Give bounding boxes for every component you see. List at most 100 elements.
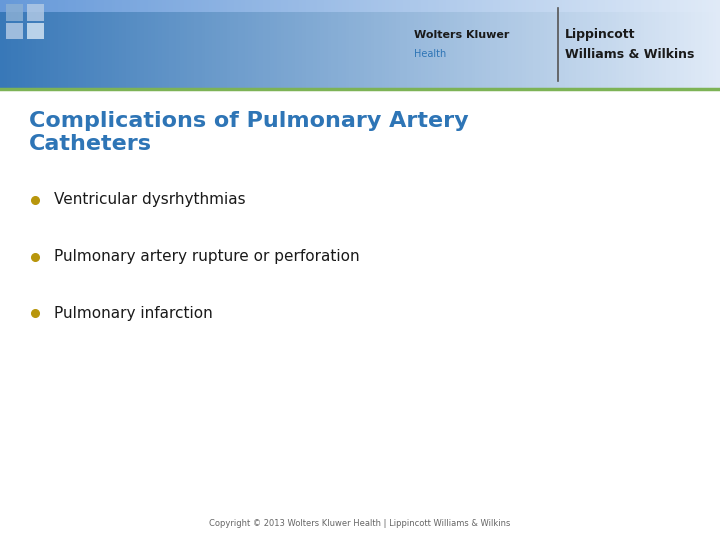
Bar bbox=[205, 12, 210, 89]
Bar bbox=[40, 0, 45, 12]
Bar bbox=[533, 12, 538, 89]
Bar bbox=[320, 0, 325, 12]
Bar bbox=[68, 12, 73, 89]
Bar bbox=[295, 0, 300, 12]
Bar bbox=[281, 12, 286, 89]
Bar bbox=[202, 0, 207, 12]
Text: Copyright © 2013 Wolters Kluwer Health | Lippincott Williams & Wilkins: Copyright © 2013 Wolters Kluwer Health |… bbox=[210, 519, 510, 528]
Bar bbox=[511, 0, 516, 12]
Bar bbox=[677, 12, 682, 89]
Bar bbox=[317, 0, 322, 12]
Bar bbox=[27, 4, 44, 21]
Bar bbox=[364, 12, 369, 89]
Bar bbox=[576, 0, 581, 12]
Bar bbox=[400, 0, 405, 12]
Bar bbox=[259, 0, 264, 12]
Bar bbox=[594, 0, 599, 12]
Bar bbox=[306, 12, 311, 89]
Bar bbox=[472, 0, 477, 12]
Bar bbox=[688, 12, 693, 89]
Bar bbox=[94, 12, 99, 89]
Bar bbox=[263, 12, 268, 89]
Bar bbox=[479, 12, 484, 89]
Bar bbox=[317, 12, 322, 89]
Bar bbox=[346, 0, 351, 12]
Bar bbox=[90, 0, 95, 12]
Bar bbox=[702, 12, 707, 89]
Bar bbox=[306, 0, 311, 12]
Bar bbox=[313, 0, 318, 12]
Bar bbox=[86, 0, 91, 12]
Bar bbox=[475, 12, 480, 89]
Bar bbox=[688, 0, 693, 12]
Bar bbox=[158, 12, 163, 89]
Bar bbox=[173, 12, 178, 89]
Text: Health: Health bbox=[414, 49, 446, 59]
Bar bbox=[493, 12, 498, 89]
Bar bbox=[137, 0, 142, 12]
Bar bbox=[666, 12, 671, 89]
Bar bbox=[6, 4, 23, 21]
Bar bbox=[533, 0, 538, 12]
Bar bbox=[565, 12, 570, 89]
Bar bbox=[349, 12, 354, 89]
Bar bbox=[230, 0, 235, 12]
Bar bbox=[518, 0, 523, 12]
Text: Lippincott: Lippincott bbox=[565, 28, 636, 42]
Bar bbox=[119, 12, 124, 89]
Bar bbox=[209, 0, 214, 12]
Bar bbox=[544, 12, 549, 89]
Bar bbox=[569, 0, 574, 12]
Bar bbox=[27, 23, 44, 39]
Bar bbox=[54, 12, 59, 89]
Bar bbox=[482, 0, 487, 12]
Bar bbox=[691, 12, 696, 89]
Bar bbox=[446, 0, 451, 12]
Bar bbox=[252, 12, 257, 89]
Bar bbox=[342, 12, 347, 89]
Bar bbox=[101, 0, 106, 12]
Bar bbox=[277, 12, 282, 89]
Bar bbox=[270, 0, 275, 12]
Bar bbox=[565, 0, 570, 12]
Bar bbox=[176, 12, 181, 89]
Bar bbox=[544, 0, 549, 12]
Bar bbox=[432, 12, 437, 89]
Bar bbox=[11, 0, 16, 12]
Bar bbox=[7, 12, 12, 89]
Bar bbox=[641, 12, 646, 89]
Bar bbox=[436, 0, 441, 12]
Bar bbox=[486, 12, 491, 89]
Bar bbox=[587, 0, 592, 12]
Bar bbox=[65, 0, 70, 12]
Bar bbox=[108, 12, 113, 89]
Bar bbox=[353, 0, 358, 12]
Bar bbox=[284, 0, 289, 12]
Text: Ventricular dysrhythmias: Ventricular dysrhythmias bbox=[54, 192, 246, 207]
Bar bbox=[605, 0, 610, 12]
Bar bbox=[364, 0, 369, 12]
Bar bbox=[425, 12, 430, 89]
Bar bbox=[410, 0, 415, 12]
Bar bbox=[148, 0, 153, 12]
Bar bbox=[166, 12, 171, 89]
Bar bbox=[349, 0, 354, 12]
Bar bbox=[371, 0, 376, 12]
Bar bbox=[148, 12, 153, 89]
Bar bbox=[122, 12, 127, 89]
Bar bbox=[493, 0, 498, 12]
Bar bbox=[346, 12, 351, 89]
Bar bbox=[608, 0, 613, 12]
Bar bbox=[0, 0, 5, 12]
Bar bbox=[587, 12, 592, 89]
Text: Williams & Wilkins: Williams & Wilkins bbox=[565, 48, 695, 61]
Bar bbox=[79, 0, 84, 12]
Bar bbox=[302, 0, 307, 12]
Bar bbox=[468, 12, 473, 89]
Bar bbox=[191, 0, 196, 12]
Bar bbox=[112, 0, 117, 12]
Bar bbox=[713, 0, 718, 12]
Bar bbox=[47, 12, 52, 89]
Bar bbox=[32, 0, 37, 12]
Bar bbox=[684, 12, 689, 89]
